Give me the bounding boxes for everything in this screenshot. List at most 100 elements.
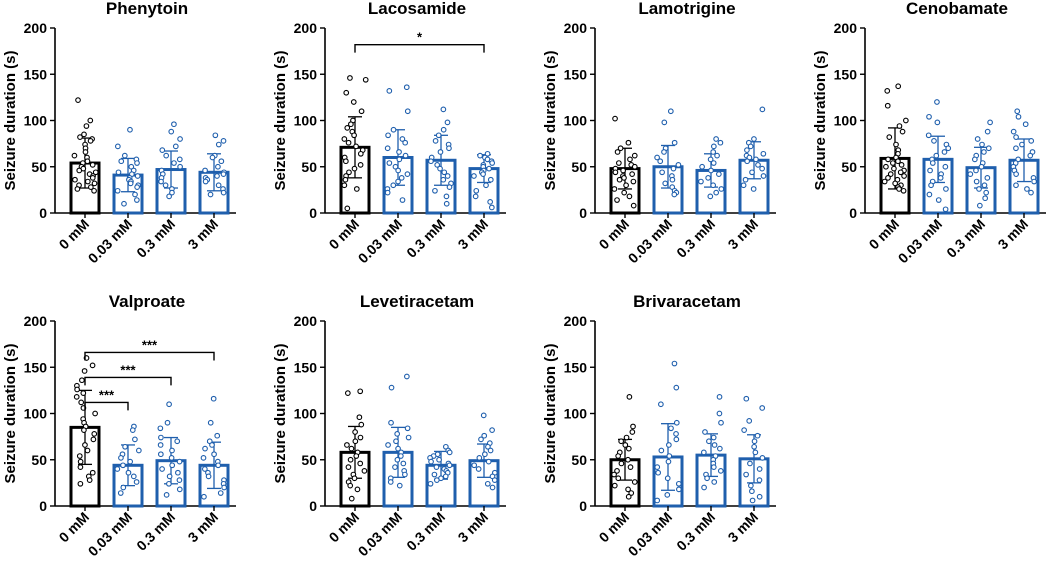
x-tick-label: 0.3 mM xyxy=(403,509,448,554)
data-point xyxy=(81,131,87,138)
data-point xyxy=(215,182,222,189)
data-point xyxy=(667,108,674,115)
data-point xyxy=(446,462,453,469)
data-point xyxy=(84,158,91,165)
data-point xyxy=(631,152,638,159)
data-point xyxy=(122,443,128,450)
data-point xyxy=(164,419,171,426)
data-point xyxy=(615,160,622,166)
data-point xyxy=(384,145,391,152)
data-point xyxy=(893,141,899,148)
data-point xyxy=(621,189,628,196)
data-point xyxy=(202,178,209,185)
data-point xyxy=(711,479,718,485)
y-tick-label: 0 xyxy=(309,498,317,514)
data-point xyxy=(929,160,936,166)
data-point xyxy=(220,189,227,196)
data-point xyxy=(885,175,891,181)
data-point xyxy=(710,143,717,150)
data-point xyxy=(125,469,132,476)
data-point xyxy=(121,152,128,159)
data-point xyxy=(114,187,121,194)
significance-label: * xyxy=(417,30,423,45)
data-point xyxy=(664,492,671,498)
data-point xyxy=(158,434,164,441)
data-point xyxy=(446,184,453,190)
y-tick-label: 50 xyxy=(31,452,47,468)
data-point xyxy=(887,171,894,177)
data-point xyxy=(626,193,633,200)
data-point xyxy=(1013,145,1019,152)
x-tick-label: 0.03 mM xyxy=(85,216,135,266)
data-point xyxy=(202,445,208,452)
data-point xyxy=(481,432,488,439)
y-tick-label: 100 xyxy=(564,113,588,129)
data-point xyxy=(898,162,905,168)
data-point xyxy=(214,173,220,179)
data-point xyxy=(615,475,622,482)
data-point xyxy=(115,169,122,176)
x-tick-label: 0.03 mM xyxy=(895,216,945,266)
y-tick-label: 100 xyxy=(834,113,858,129)
data-point xyxy=(176,486,183,493)
data-point xyxy=(210,395,217,402)
chart-title: Levetiracetam xyxy=(360,292,474,311)
y-tick-label: 0 xyxy=(39,205,47,221)
x-tick-label: 0.03 mM xyxy=(355,509,405,559)
data-point xyxy=(169,462,176,469)
y-tick-label: 100 xyxy=(294,406,318,422)
data-point xyxy=(431,471,438,478)
data-point xyxy=(489,484,496,491)
data-point xyxy=(396,149,402,155)
data-point xyxy=(1010,128,1017,135)
chart-panel-phenytoin: Phenytoin Seizure duration (s) 0 50 100 150 20… xyxy=(2,0,236,266)
data-point xyxy=(477,152,483,159)
data-point xyxy=(395,167,402,174)
data-point xyxy=(428,158,434,165)
data-point xyxy=(358,421,365,428)
data-point xyxy=(759,106,766,113)
chart-panel-cenobamate: Cenobamate Seizure duration (s) 0 50 100 150 2… xyxy=(812,0,1046,266)
data-point xyxy=(716,410,723,417)
data-point xyxy=(741,427,747,434)
x-tick-label: 0 mM xyxy=(595,216,632,253)
data-point xyxy=(121,200,127,207)
data-point xyxy=(749,497,756,504)
data-point xyxy=(487,447,494,454)
data-point xyxy=(625,456,631,463)
data-point xyxy=(935,197,942,203)
data-point xyxy=(668,425,674,432)
chart-panel-lacosamide: Lacosamide Seizure duration (s) 0 50 100 150 2… xyxy=(272,0,506,266)
data-point xyxy=(130,473,137,480)
data-point xyxy=(1024,186,1030,192)
data-point xyxy=(342,176,349,183)
data-point xyxy=(889,160,896,166)
data-point xyxy=(614,468,620,474)
data-point xyxy=(671,360,678,367)
data-point xyxy=(347,456,354,463)
data-point xyxy=(625,486,631,493)
data-point xyxy=(127,126,133,133)
data-point xyxy=(81,368,88,374)
data-point xyxy=(665,458,672,465)
data-point xyxy=(399,197,406,203)
x-tick-label: 0.3 mM xyxy=(403,216,448,261)
data-point xyxy=(616,176,623,183)
data-point xyxy=(361,468,368,474)
data-point xyxy=(163,152,170,159)
y-tick-label: 50 xyxy=(841,159,857,175)
data-point xyxy=(392,163,399,170)
data-point xyxy=(176,477,183,483)
data-point xyxy=(398,175,405,181)
data-point xyxy=(215,462,222,469)
data-point xyxy=(655,469,661,476)
data-point xyxy=(489,160,496,166)
data-point xyxy=(134,160,140,166)
data-point xyxy=(72,176,78,183)
data-point xyxy=(673,419,680,426)
chart-title: Lacosamide xyxy=(368,0,466,18)
data-point xyxy=(717,468,724,474)
data-point xyxy=(390,126,397,133)
data-point xyxy=(1028,189,1034,196)
data-point xyxy=(162,182,169,189)
